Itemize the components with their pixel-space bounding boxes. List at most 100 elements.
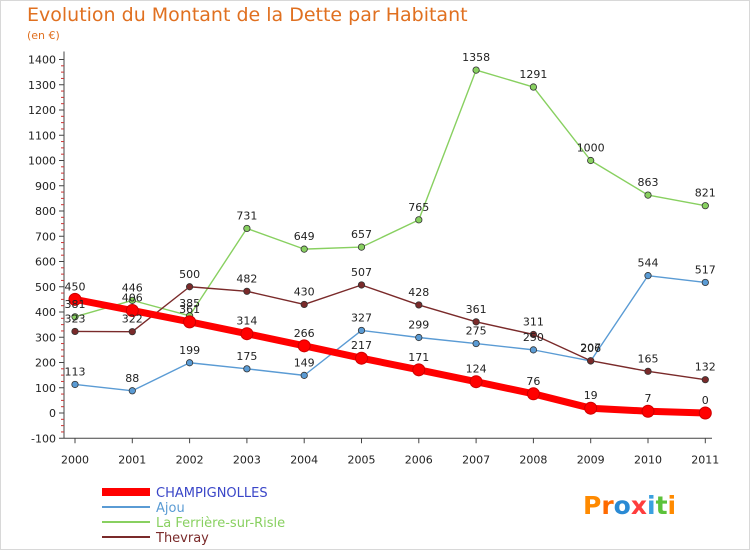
data-point-thevray xyxy=(128,328,136,336)
data-label-champignolles: 171 xyxy=(408,351,429,364)
legend-label-thevray: Thevray xyxy=(155,531,209,546)
proxiti-logo: Proxiti xyxy=(583,491,676,520)
data-point-la-ferri-re-sur-risle xyxy=(71,313,79,321)
x-tick-label: 2004 xyxy=(290,453,318,466)
data-point-thevray xyxy=(472,318,480,326)
data-label-champignolles: 217 xyxy=(351,339,372,352)
data-label-champignolles: 314 xyxy=(236,315,257,328)
y-tick-label: 1000 xyxy=(28,155,56,168)
logo-letter: t xyxy=(655,491,668,520)
data-point-champignolles xyxy=(183,315,197,329)
y-tick-label: 200 xyxy=(35,357,56,370)
y-tick-label: 1200 xyxy=(28,104,56,117)
data-point-champignolles xyxy=(698,406,712,420)
x-tick-label: 2010 xyxy=(634,453,662,466)
series-line-la-ferri-re-sur-risle xyxy=(74,69,706,318)
data-point-thevray xyxy=(186,283,194,291)
y-tick-label: 1400 xyxy=(28,54,56,67)
data-point-la-ferri-re-sur-risle xyxy=(300,245,308,253)
data-label-ajou: 88 xyxy=(125,372,139,385)
data-label-ajou: 149 xyxy=(294,356,315,369)
legend-label-ajou: Ajou xyxy=(156,501,185,516)
data-point-ajou xyxy=(529,346,538,354)
data-label-ajou: 517 xyxy=(695,263,716,276)
logo-letter: i xyxy=(647,491,656,520)
y-tick-label: 500 xyxy=(35,281,56,294)
data-label-thevray: 430 xyxy=(294,285,315,298)
data-point-ajou xyxy=(186,359,194,367)
data-point-thevray xyxy=(701,376,709,384)
data-label-ajou: 327 xyxy=(351,311,372,324)
data-label-la-ferri-re-sur-risle: 821 xyxy=(695,187,716,200)
data-point-ajou xyxy=(300,371,308,379)
y-tick-label: 400 xyxy=(35,306,56,319)
data-point-la-ferri-re-sur-risle xyxy=(472,66,480,74)
logo-letter: o xyxy=(613,491,631,520)
data-point-champignolles xyxy=(584,401,598,415)
x-tick-label: 2001 xyxy=(118,453,146,466)
data-label-ajou: 199 xyxy=(179,344,200,357)
data-label-champignolles: 266 xyxy=(294,327,315,340)
data-label-ajou: 206 xyxy=(580,342,601,355)
data-point-thevray xyxy=(587,357,595,365)
data-point-thevray xyxy=(644,367,652,375)
y-tick-label: 1300 xyxy=(28,79,56,92)
data-label-la-ferri-re-sur-risle: 731 xyxy=(236,209,257,222)
data-label-champignolles: 450 xyxy=(65,280,86,293)
legend-label-la-ferri-re-sur-risle: La Ferrière-sur-Risle xyxy=(156,516,285,531)
data-point-ajou xyxy=(357,326,366,335)
data-label-champignolles: 0 xyxy=(702,394,709,407)
data-point-champignolles xyxy=(469,375,483,389)
data-label-thevray: 311 xyxy=(523,315,544,328)
y-tick-label: 800 xyxy=(35,205,56,218)
data-label-la-ferri-re-sur-risle: 1000 xyxy=(577,142,605,155)
legend-label-champignolles: CHAMPIGNOLLES xyxy=(156,486,268,501)
data-label-la-ferri-re-sur-risle: 381 xyxy=(65,298,86,311)
data-point-la-ferri-re-sur-risle xyxy=(415,216,423,224)
logo-letter: x xyxy=(630,491,647,520)
data-label-ajou: 175 xyxy=(236,350,257,363)
data-label-la-ferri-re-sur-risle: 385 xyxy=(179,297,200,310)
y-tick-label: 300 xyxy=(35,331,56,344)
x-tick-label: 2005 xyxy=(348,453,376,466)
y-tick-label: 0 xyxy=(49,407,56,420)
data-point-thevray xyxy=(243,287,251,295)
data-label-thevray: 507 xyxy=(351,266,372,279)
y-tick-label: 700 xyxy=(35,230,56,243)
data-point-ajou xyxy=(128,387,136,395)
data-label-ajou: 299 xyxy=(408,319,429,332)
data-label-la-ferri-re-sur-risle: 649 xyxy=(294,230,315,243)
data-label-thevray: 428 xyxy=(408,286,429,299)
data-point-champignolles xyxy=(355,351,368,365)
data-point-ajou xyxy=(644,272,652,280)
x-tick-label: 2002 xyxy=(176,453,204,466)
data-point-champignolles xyxy=(526,387,540,401)
data-point-thevray xyxy=(529,330,538,339)
y-tick-label: 100 xyxy=(35,382,56,395)
data-point-la-ferri-re-sur-risle xyxy=(128,296,136,304)
y-tick-label: 900 xyxy=(35,180,56,193)
data-point-champignolles xyxy=(297,339,311,353)
data-point-ajou xyxy=(472,339,480,348)
data-label-champignolles: 406 xyxy=(122,291,143,304)
data-point-thevray xyxy=(71,327,79,336)
x-tick-label: 2009 xyxy=(577,453,605,466)
data-label-ajou: 275 xyxy=(466,325,487,338)
x-tick-label: 2003 xyxy=(233,453,261,466)
logo-letter: P xyxy=(583,491,602,520)
data-label-la-ferri-re-sur-risle: 1291 xyxy=(519,68,547,81)
data-label-thevray: 165 xyxy=(638,352,659,365)
data-label-la-ferri-re-sur-risle: 657 xyxy=(351,228,372,241)
series-line-ajou xyxy=(74,274,706,392)
series-line-thevray xyxy=(74,284,706,381)
data-point-ajou xyxy=(243,365,251,373)
data-label-thevray: 323 xyxy=(65,312,86,325)
data-label-thevray: 322 xyxy=(122,313,143,326)
data-label-thevray: 207 xyxy=(580,342,601,355)
data-label-ajou: 250 xyxy=(523,331,544,344)
data-label-la-ferri-re-sur-risle: 1358 xyxy=(462,51,490,64)
data-label-thevray: 482 xyxy=(236,272,257,285)
data-point-thevray xyxy=(357,281,366,289)
x-tick-label: 2007 xyxy=(462,453,490,466)
data-label-champignolles: 124 xyxy=(466,363,487,376)
